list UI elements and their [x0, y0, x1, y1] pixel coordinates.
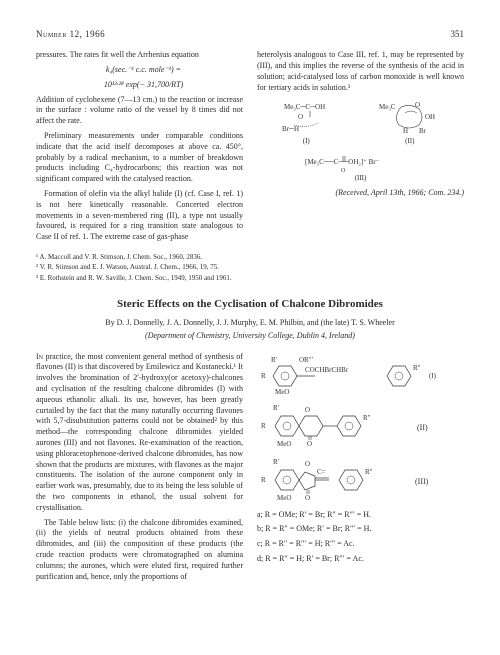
- svg-text:C=: C=: [317, 468, 326, 476]
- upper-right-p1: heterolysis analogous to Case III, ref. …: [257, 50, 464, 93]
- chem-structures-row2: [Me₃C──C──OH₂]⁺ Br⁻ O (III): [257, 152, 464, 182]
- aurone-structure-III: R′ O R C= R″ MeO O (III): [257, 454, 464, 504]
- svg-text:OH: OH: [425, 113, 435, 121]
- upper-right-col: heterolysis analogous to Case III, ref. …: [257, 50, 464, 247]
- svg-text:R″: R″: [363, 414, 371, 422]
- upper-left-p4: Formation of olefin via the alkyl halide…: [36, 189, 243, 243]
- svg-text:R: R: [261, 422, 266, 430]
- chem-label-II: (II): [405, 137, 414, 145]
- lower-columns: In practice, the most convenient general…: [36, 352, 464, 587]
- svg-text:R″: R″: [365, 468, 373, 476]
- svg-text:R: R: [261, 476, 266, 484]
- upper-left-col: pressures. The rates fit well the Arrhen…: [36, 50, 243, 247]
- svg-text:Me₃C─C─OH: Me₃C─C─OH: [284, 103, 325, 111]
- issue-label: Number 12, 1966: [36, 28, 105, 40]
- svg-text:MeO: MeO: [277, 494, 291, 502]
- subst-a: a; R = OMe; R′ = Br; R″ = R″′ = H.: [257, 510, 464, 521]
- chem-label-I: (I): [303, 137, 310, 145]
- article-title: Steric Effects on the Cyclisation of Cha…: [36, 297, 464, 312]
- svg-text:MeO: MeO: [277, 440, 291, 448]
- svg-text:H: H: [403, 127, 408, 135]
- upper-left-p3: Preliminary measurements under comparabl…: [36, 131, 243, 185]
- chem-structures-row1: Me₃C─C─OH O Br─H (I) Me₃C O OH H Br: [257, 99, 464, 145]
- svg-text:R: R: [261, 372, 266, 380]
- chem-structure-III: [Me₃C──C──OH₂]⁺ Br⁻ O (III): [301, 152, 421, 182]
- label-I-inline: (I): [429, 372, 437, 380]
- chem-label-III: (III): [355, 174, 367, 182]
- upper-columns: pressures. The rates fit well the Arrhen…: [36, 50, 464, 247]
- lower-left-p1-text: practice, the most convenient general me…: [36, 352, 243, 512]
- svg-text:R′: R′: [273, 458, 280, 466]
- svg-text:Br─H: Br─H: [282, 125, 299, 133]
- svg-text:O: O: [305, 460, 310, 468]
- subst-d: d; R = R″ = H; R′ = Br; R″′ = Ac.: [257, 554, 464, 565]
- svg-text:R′: R′: [273, 404, 280, 412]
- svg-text:Br: Br: [419, 127, 427, 135]
- eq-line2: 10¹³·²⁸ exp(− 31,700/RT): [36, 80, 243, 91]
- svg-text:[Me₃C──C──OH₂]⁺ Br⁻: [Me₃C──C──OH₂]⁺ Br⁻: [305, 158, 380, 166]
- eq-line1: k₄(sec.⁻¹ c.c. mole⁻¹) =: [36, 65, 243, 76]
- received-line: (Received, April 13th, 1966; Com. 234.): [257, 188, 464, 199]
- svg-text:O: O: [305, 494, 310, 502]
- ref-2: ² V. R. Stimson and E. J. Watson, Austra…: [36, 263, 464, 272]
- chem-structure-I: Me₃C─C─OH O Br─H (I): [276, 99, 336, 145]
- svg-text:OR″′: OR″′: [299, 356, 314, 364]
- lower-left-p1: In practice, the most convenient general…: [36, 352, 243, 514]
- svg-text:O: O: [305, 406, 310, 414]
- svg-text:O: O: [298, 113, 303, 121]
- references-block: ¹ A. Maccoll and V. R. Stimson, J. Chem.…: [36, 253, 464, 283]
- article-dept: (Department of Chemistry, University Col…: [36, 331, 464, 342]
- svg-text:O: O: [341, 168, 346, 174]
- svg-text:COCHBrCHBr: COCHBrCHBr: [305, 366, 349, 374]
- svg-text:R′: R′: [271, 356, 278, 364]
- page-header: Number 12, 1966 351: [36, 28, 464, 40]
- subst-b: b; R = R″ = OMe; R′ = Br; R″′ = H.: [257, 524, 464, 535]
- svg-text:O: O: [307, 440, 312, 448]
- lower-left-col: In practice, the most convenient general…: [36, 352, 243, 587]
- flavone-structure-II: R′ O R R″ MeO O (II): [257, 400, 464, 450]
- lower-left-p2: The Table below lists: (i) the chalcone …: [36, 518, 243, 583]
- subst-c: c; R = R″ = R″′ = H; R′″ = Ac.: [257, 539, 464, 550]
- chem-structure-II: Me₃C O OH H Br (II): [375, 99, 445, 145]
- upper-left-p1: pressures. The rates fit well the Arrhen…: [36, 50, 243, 61]
- flavone-structure-I: R′ OR″′ R MeO COCHBrCHBr R″ (I): [257, 352, 464, 396]
- ref-3: ³ E. Rothstein and R. W. Saville, J. Che…: [36, 274, 464, 283]
- article-authors: By D. J. Donnelly, J. A. Donnelly, J. J.…: [36, 318, 464, 329]
- upper-left-p2: Addition of cyclohexene (7—13 cm.) to th…: [36, 95, 243, 127]
- svg-text:Me₃C: Me₃C: [379, 103, 396, 111]
- page-number: 351: [451, 28, 465, 40]
- svg-text:R″: R″: [413, 364, 421, 372]
- label-III-inline: (III): [415, 477, 429, 486]
- svg-text:MeO: MeO: [275, 388, 289, 396]
- label-II-inline: (II): [417, 423, 428, 432]
- ref-1: ¹ A. Maccoll and V. R. Stimson, J. Chem.…: [36, 253, 464, 262]
- lower-right-col: R′ OR″′ R MeO COCHBrCHBr R″ (I) R′ O: [257, 352, 464, 587]
